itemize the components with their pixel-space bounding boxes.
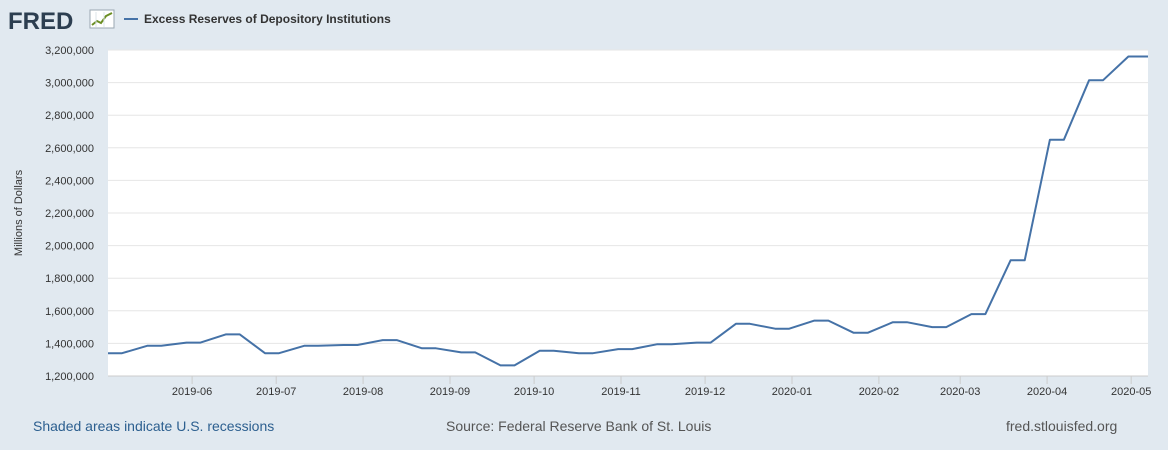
series-line[interactable] bbox=[108, 55, 1148, 367]
y-tick-label: 2,200,000 bbox=[45, 208, 94, 220]
x-tick-label: 2020-03 bbox=[940, 386, 980, 398]
y-tick-label: 3,200,000 bbox=[45, 45, 94, 57]
legend-label: Excess Reserves of Depository Institutio… bbox=[144, 12, 391, 26]
x-tick-label: 2020-04 bbox=[1027, 386, 1067, 398]
x-tick-label: 2020-02 bbox=[859, 386, 899, 398]
y-tick-label: 1,600,000 bbox=[45, 306, 94, 318]
x-tick-label: 2019-10 bbox=[514, 386, 554, 398]
x-tick-label: 2019-09 bbox=[430, 386, 470, 398]
fred-logo[interactable]: FRED bbox=[8, 8, 115, 35]
y-tick-label: 1,200,000 bbox=[45, 371, 94, 383]
series bbox=[108, 55, 1148, 367]
grid bbox=[108, 49, 1148, 377]
y-tick-label: 1,800,000 bbox=[45, 273, 94, 285]
y-tick-label: 2,400,000 bbox=[45, 175, 94, 187]
y-axis-ticks: 1,200,000 1,400,000 1,600,000 1,800,000 2,00… bbox=[45, 45, 94, 383]
x-tick-label: 2019-11 bbox=[601, 386, 641, 398]
x-axis-ticks: 2019-06 2019-07 2019-08 2019-09 2019-10 2019-… bbox=[172, 376, 1151, 398]
y-tick-label: 2,800,000 bbox=[45, 110, 94, 122]
chart-line-icon bbox=[89, 9, 115, 29]
y-tick-label: 1,400,000 bbox=[45, 338, 94, 350]
fred-logo-text: FRED bbox=[8, 8, 73, 35]
x-tick-label: 2019-06 bbox=[172, 386, 212, 398]
x-tick-label: 2019-08 bbox=[343, 386, 383, 398]
recessions-note[interactable]: Shaded areas indicate U.S. recessions bbox=[33, 418, 274, 434]
x-tick-label: 2020-01 bbox=[772, 386, 812, 398]
y-tick-label: 2,000,000 bbox=[45, 241, 94, 253]
site-link[interactable]: fred.stlouisfed.org bbox=[1006, 418, 1117, 434]
y-tick-label: 3,000,000 bbox=[45, 78, 94, 90]
source-text: Source: Federal Reserve Bank of St. Loui… bbox=[446, 418, 711, 434]
x-tick-label: 2020-05 bbox=[1111, 386, 1151, 398]
y-axis-label: Millions of Dollars bbox=[13, 169, 25, 256]
x-tick-label: 2019-12 bbox=[685, 386, 725, 398]
y-tick-label: 2,600,000 bbox=[45, 143, 94, 155]
legend: Excess Reserves of Depository Institutio… bbox=[124, 12, 391, 26]
x-tick-label: 2019-07 bbox=[256, 386, 296, 398]
